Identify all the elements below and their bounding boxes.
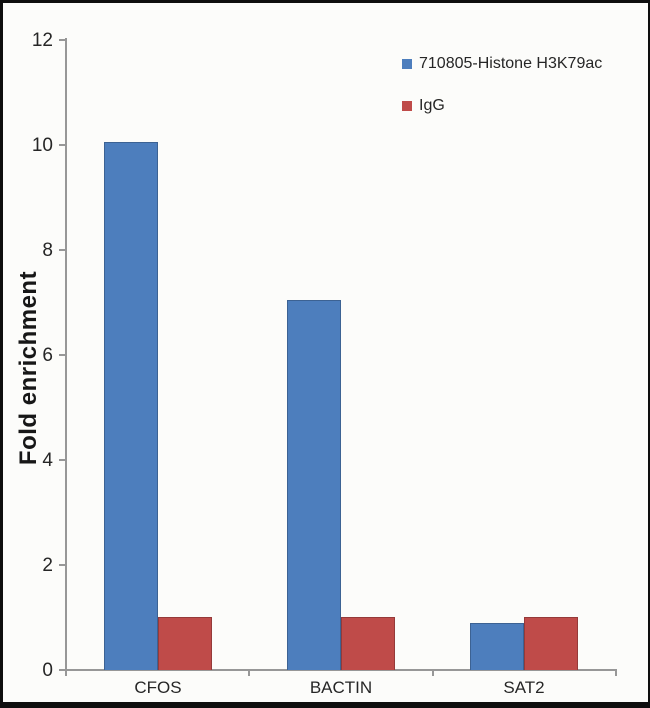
legend: 710805-Histone H3K79ac IgG bbox=[402, 56, 602, 140]
y-tick-label-8: 8 bbox=[42, 240, 53, 261]
y-tick-label-6: 6 bbox=[42, 345, 53, 366]
y-tick-label-12: 12 bbox=[31, 30, 53, 51]
bar-cfos-h3k79ac bbox=[104, 142, 158, 670]
y-tick-mark-10 bbox=[59, 144, 66, 146]
legend-swatch-blue bbox=[402, 59, 412, 69]
legend-entry-igg: IgG bbox=[402, 98, 602, 114]
y-tick-label-0: 0 bbox=[42, 660, 53, 681]
x-category-label-bactin: BACTIN bbox=[309, 678, 373, 697]
y-tick-mark-4 bbox=[59, 459, 66, 461]
y-tick-label-10: 10 bbox=[31, 135, 53, 156]
y-tick-mark-0 bbox=[59, 669, 66, 671]
bar-bactin-igg bbox=[341, 617, 395, 670]
bar-cfos-igg bbox=[158, 617, 212, 670]
y-tick-mark-2 bbox=[59, 564, 66, 566]
legend-label-h3k79ac: 710805-Histone H3K79ac bbox=[419, 55, 603, 72]
x-tick-mark-3 bbox=[615, 670, 617, 676]
bar-sat2-h3k79ac bbox=[470, 623, 524, 670]
x-tick-mark-1 bbox=[248, 670, 251, 676]
y-axis-title: Fold enrichment bbox=[15, 270, 42, 466]
x-tick-mark-0 bbox=[65, 670, 67, 676]
x-category-label-cfos: CFOS bbox=[134, 678, 182, 697]
y-tick-mark-6 bbox=[59, 354, 66, 356]
x-category-label-sat2: SAT2 bbox=[503, 678, 545, 697]
y-tick-mark-12 bbox=[59, 39, 66, 41]
bar-sat2-igg bbox=[524, 617, 578, 670]
bar-bactin-h3k79ac bbox=[287, 300, 341, 670]
bar-chart: 0 2 4 6 8 10 12 CFOS BACTIN SAT2 Fold enrichment… bbox=[3, 3, 648, 702]
x-tick-mark-2 bbox=[431, 670, 434, 676]
legend-swatch-red bbox=[402, 101, 412, 111]
y-tick-label-2: 2 bbox=[42, 555, 53, 576]
legend-entry-h3k79ac: 710805-Histone H3K79ac bbox=[402, 56, 602, 72]
y-tick-mark-8 bbox=[59, 249, 66, 251]
y-tick-label-4: 4 bbox=[42, 450, 53, 471]
legend-label-igg: IgG bbox=[419, 97, 445, 114]
x-axis-line bbox=[65, 669, 617, 671]
y-axis-line bbox=[65, 38, 67, 671]
